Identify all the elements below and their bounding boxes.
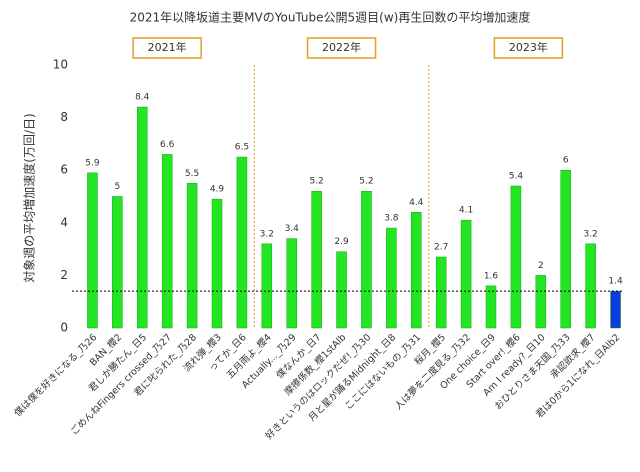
y-tick-label: 8 [60, 110, 68, 124]
bar [460, 219, 472, 329]
value-label: 5.9 [85, 158, 100, 168]
value-label: 3.4 [285, 224, 300, 234]
bar [311, 190, 322, 329]
value-label: 2.7 [434, 242, 448, 252]
year-box [306, 37, 377, 59]
y-tick-label: 10 [53, 58, 68, 72]
bar [161, 154, 173, 329]
bar [485, 285, 497, 329]
bar [585, 243, 596, 329]
value-label: 1.6 [484, 271, 499, 281]
value-label: 4.4 [409, 198, 424, 208]
value-label: 6.6 [160, 140, 175, 150]
bar [336, 251, 347, 329]
value-label: 2 [538, 261, 544, 271]
value-label: 4.9 [210, 185, 225, 195]
bar [361, 190, 372, 329]
value-label: 5.5 [185, 169, 199, 179]
year-box [132, 37, 202, 59]
x-tick-label: 僕は僕を好きになる_乃26 [12, 331, 100, 419]
y-axis-label: 対象週の平均増加速度(万回/日) [22, 113, 37, 282]
bar [236, 156, 248, 329]
value-label: 5.4 [509, 171, 524, 181]
value-label: 2.9 [334, 237, 349, 247]
bar [510, 185, 522, 329]
value-label: 1.4 [608, 277, 623, 287]
bar [286, 238, 297, 329]
y-tick-label: 6 [60, 163, 68, 177]
bar [261, 243, 273, 329]
year-box [493, 37, 564, 59]
value-label: 4.1 [459, 206, 473, 216]
value-label: 3.2 [583, 229, 597, 239]
year-label: 2021年 [148, 40, 187, 54]
year-label: 2023年 [509, 40, 548, 54]
bar [137, 106, 148, 329]
value-label: 6 [563, 156, 569, 166]
bar [386, 227, 397, 329]
bar [211, 198, 223, 329]
bar [535, 275, 547, 329]
value-label: 5.2 [309, 177, 323, 187]
value-label: 3.2 [260, 229, 274, 239]
y-tick-label: 4 [60, 215, 68, 229]
bar [560, 169, 571, 329]
value-label: 5.2 [359, 177, 373, 187]
bar [610, 290, 621, 329]
value-label: 5 [114, 182, 120, 192]
chart-title: 2021年以降坂道主要MVのYouTube公開5週目(w)再生回数の平均増加速度 [130, 10, 531, 25]
y-tick-label: 0 [60, 321, 68, 335]
bar [112, 196, 123, 329]
value-label: 8.4 [135, 93, 150, 103]
bar [435, 256, 447, 329]
bar [87, 172, 98, 329]
bar [186, 183, 198, 329]
value-label: 3.8 [384, 214, 399, 224]
value-label: 6.5 [235, 143, 249, 153]
y-tick-label: 2 [60, 268, 68, 282]
bar [411, 212, 422, 329]
year-label: 2022年 [322, 40, 361, 54]
